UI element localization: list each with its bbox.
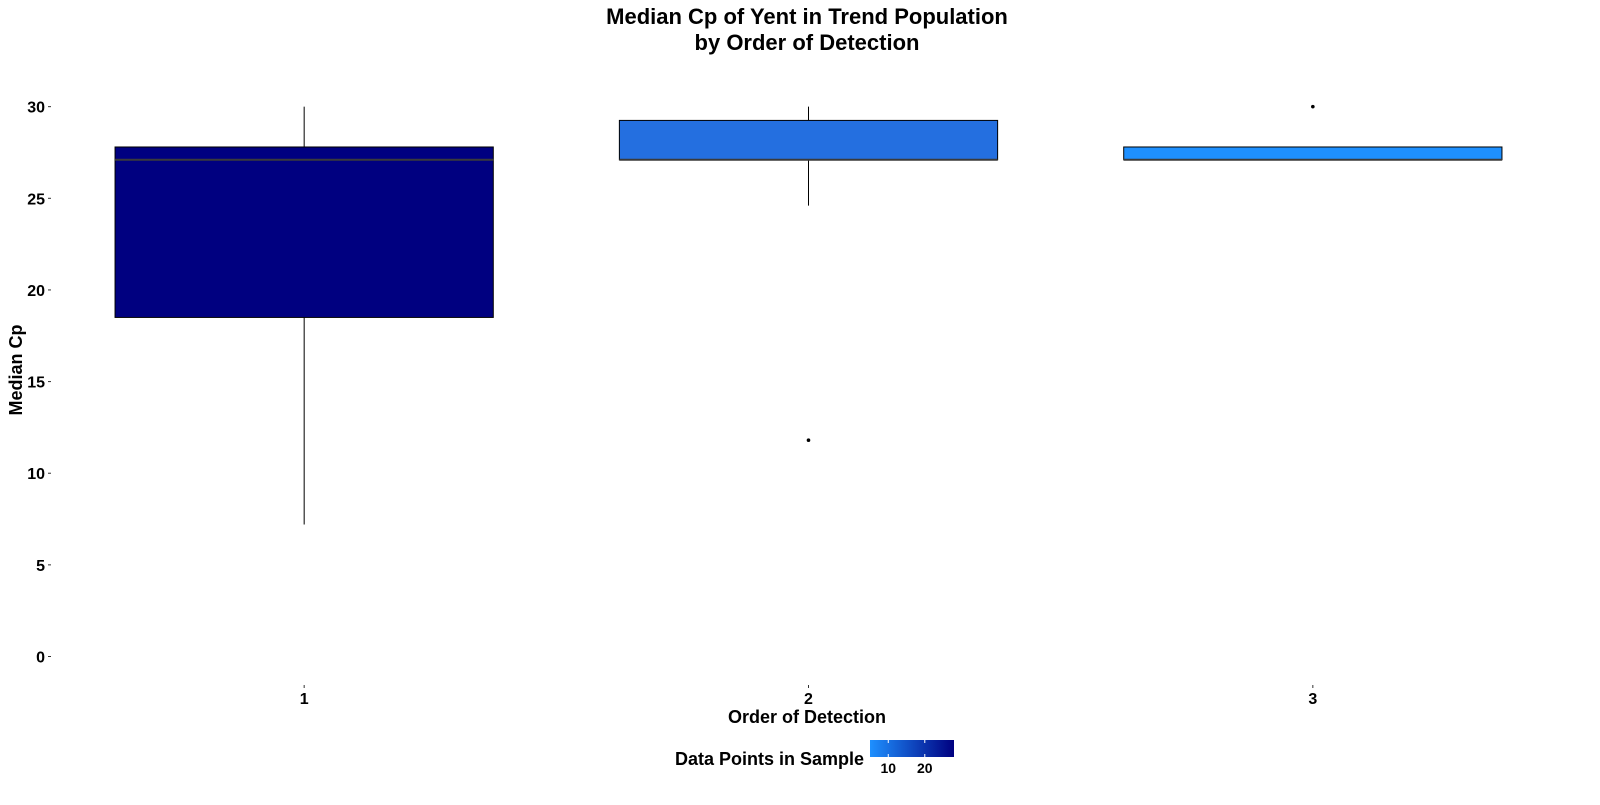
- y-tick-label: 25: [27, 191, 45, 208]
- y-tick-label: 30: [27, 100, 45, 117]
- y-tick-label: 10: [27, 466, 45, 483]
- x-tick-label: 2: [804, 691, 813, 708]
- box-body: [618, 119, 999, 161]
- box-body: [114, 146, 494, 318]
- box-2: [618, 106, 999, 443]
- outlier-point: [806, 438, 811, 443]
- y-tick-label: 15: [27, 375, 45, 392]
- y-tick-label: 5: [36, 558, 45, 575]
- y-tick-label: 20: [27, 283, 45, 300]
- legend-colorbar: [870, 740, 954, 757]
- y-tick-label: 0: [36, 650, 45, 667]
- chart-title-line-2: by Order of Detection: [695, 30, 920, 55]
- y-axis-label: Median Cp: [6, 324, 26, 415]
- legend: Data Points in Sample 10 20: [675, 740, 954, 776]
- box-3: [1123, 104, 1503, 161]
- x-axis-label: Order of Detection: [728, 707, 886, 727]
- box-1: [114, 106, 494, 525]
- x-tick-label: 3: [1308, 691, 1317, 708]
- plot-area: 0 5 10 15 20 25 30 1 2 3: [27, 100, 1503, 708]
- box-body: [1123, 146, 1503, 161]
- x-tick-label: 1: [300, 691, 309, 708]
- legend-tick-label: 10: [880, 760, 896, 776]
- legend-tick-label: 20: [917, 760, 933, 776]
- outlier-point: [1311, 104, 1315, 109]
- chart-title-line-1: Median Cp of Yent in Trend Population: [606, 4, 1008, 29]
- legend-ticks: 10 20: [880, 740, 933, 776]
- legend-title: Data Points in Sample: [675, 749, 864, 769]
